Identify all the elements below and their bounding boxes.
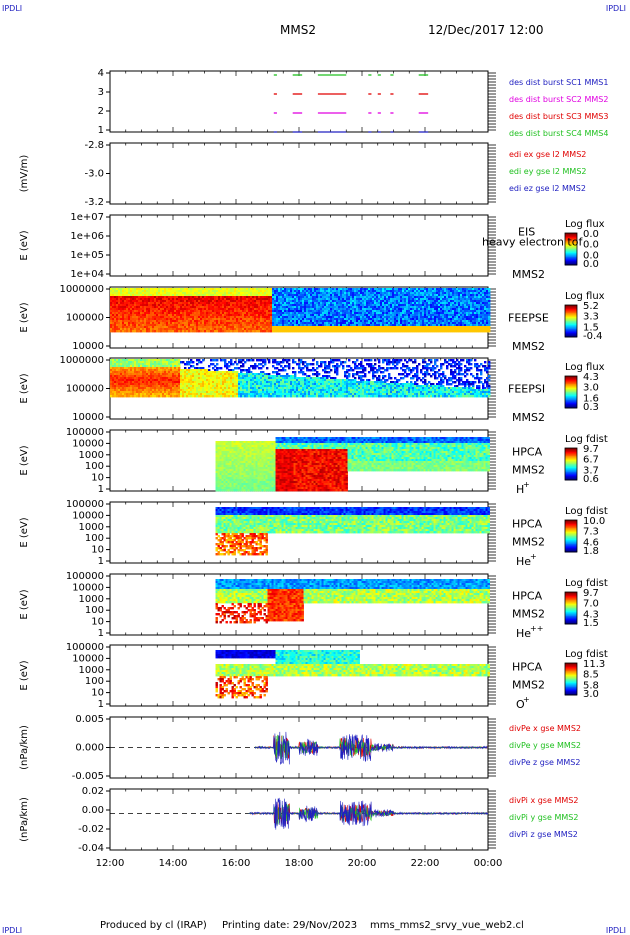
edi-legend-1: edi ey gse l2 MMS2 — [509, 167, 587, 176]
feepse-ytick-label: 1000000 — [59, 284, 104, 295]
feepse-ytick-label: 100000 — [66, 313, 104, 324]
eis-colorbar-tick: 0.0 — [583, 259, 599, 270]
feepse-instrument: FEEPSE — [508, 312, 549, 325]
edi-right-ticks — [488, 145, 496, 202]
burst-ytick-label: 1 — [98, 125, 104, 136]
edi-ytick-label: -3.0 — [84, 169, 104, 180]
burst-legend-0: des dist burst SC1 MMS1 — [509, 78, 608, 87]
eis-ytick-label: 1e+04 — [70, 269, 104, 280]
divpe-right-ticks — [488, 719, 496, 776]
feepse-ytick-label: 10000 — [72, 341, 104, 352]
burst-legend-1: des dist burst SC2 MMS2 — [509, 95, 608, 104]
eis-ytick-label: 1e+05 — [70, 250, 104, 261]
eis-spacecraft: MMS2 — [512, 268, 545, 281]
divpi-right-ticks — [488, 791, 496, 848]
eis-ytick-label: 1e+06 — [70, 231, 104, 242]
eis-species: heavy electron tof — [482, 236, 583, 249]
burst-right-ticks — [488, 73, 496, 130]
feepse-colorbar-tick: 3.3 — [583, 312, 599, 323]
feepse-spectrogram — [110, 288, 490, 332]
burst-legend-3: des dist burst SC4 MMS4 — [509, 129, 608, 138]
eis-ytick-label: 1e+07 — [70, 212, 104, 223]
eis-ylabel: E (eV) — [19, 230, 30, 260]
eis-frame — [110, 215, 488, 276]
feepse-colorbar-tick: 5.2 — [583, 301, 599, 312]
eis-time-ticks — [110, 215, 488, 276]
feepse-ylabel: E (eV) — [19, 302, 30, 332]
edi-time-ticks — [110, 143, 488, 204]
burst-ytick-label: 3 — [98, 87, 104, 98]
edi-frame — [110, 143, 488, 204]
eis-colorbar-tick: 0.0 — [583, 240, 599, 251]
burst-frame — [110, 71, 488, 132]
burst-legend-2: des dist burst SC3 MMS3 — [509, 112, 608, 121]
feepse-colorbar-tick: -0.4 — [583, 331, 603, 342]
edi-legend-2: edi ez gse l2 MMS2 — [509, 184, 586, 193]
feepse-spacecraft: MMS2 — [512, 340, 545, 353]
burst-time-ticks — [110, 71, 488, 132]
edi-ylabel: (mV/m) — [19, 155, 30, 193]
burst-ytick-label: 2 — [98, 106, 104, 117]
edi-ytick-label: -3.2 — [84, 197, 104, 208]
burst-ytick-label: 4 — [98, 68, 104, 79]
edi-ytick-label: -2.8 — [84, 140, 104, 151]
edi-legend-0: edi ex gse l2 MMS2 — [509, 150, 586, 159]
eis-colorbar-tick: 0.0 — [583, 229, 599, 240]
